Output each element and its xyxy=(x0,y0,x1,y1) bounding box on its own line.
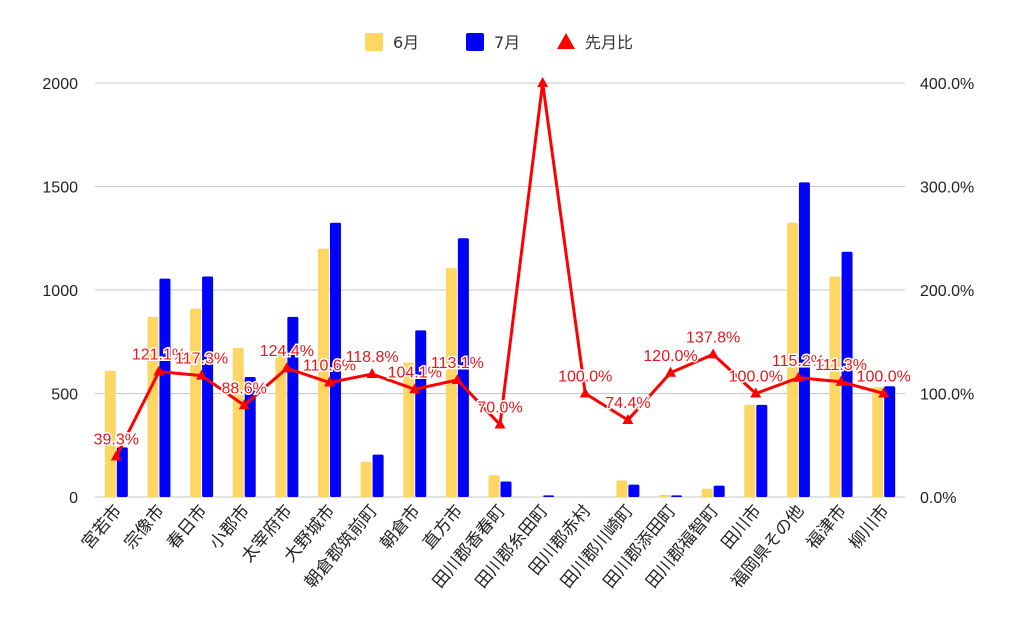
data-label: 39.3% xyxy=(94,431,139,448)
data-label: 88.6% xyxy=(222,380,267,397)
data-label: 137.8% xyxy=(686,329,740,346)
bar-june xyxy=(872,387,884,497)
bar-july xyxy=(628,484,640,497)
bar-july xyxy=(457,238,469,497)
right-tick-label: 200.0% xyxy=(920,283,974,300)
triangle-marker xyxy=(537,77,549,87)
data-label: 104.1% xyxy=(388,364,442,381)
triangle-marker xyxy=(835,375,847,386)
bar-june xyxy=(659,494,671,497)
bar-july xyxy=(543,495,555,497)
bar-july xyxy=(372,454,384,497)
bar-july xyxy=(841,251,853,497)
triangle-marker xyxy=(196,369,208,380)
triangle-marker xyxy=(451,373,463,384)
triangle-marker xyxy=(323,376,335,387)
bar-june xyxy=(829,276,841,497)
bar-june xyxy=(786,222,798,497)
bar-june xyxy=(232,347,244,497)
bar-june xyxy=(104,370,116,497)
bar-july xyxy=(500,481,512,497)
bar-june xyxy=(616,480,628,497)
legend-july-swatch xyxy=(466,33,484,51)
bar-july xyxy=(329,222,341,497)
category-label: 柳川市 xyxy=(845,501,893,553)
left-tick-label: 1500 xyxy=(42,180,78,197)
bar-june xyxy=(744,404,756,497)
data-label: 115.2% xyxy=(772,353,825,370)
triangle-marker xyxy=(281,362,293,373)
triangle-marker xyxy=(750,387,762,398)
triangle-marker xyxy=(153,365,165,376)
bar-july xyxy=(884,386,896,497)
triangle-marker xyxy=(238,399,250,410)
bar-june xyxy=(403,362,415,497)
data-label: 100.0% xyxy=(729,369,783,386)
right-tick-label: 400.0% xyxy=(920,76,974,93)
triangle-marker xyxy=(110,450,122,461)
triangle-marker xyxy=(878,387,890,398)
data-label: 120.0% xyxy=(643,348,697,365)
data-label: 111.3% xyxy=(815,357,867,374)
category-label: 福津市 xyxy=(803,501,851,553)
bar-july xyxy=(415,330,427,497)
bar-june xyxy=(701,488,713,497)
legend-june-swatch xyxy=(365,33,383,51)
triangle-marker xyxy=(579,387,591,398)
category-label: 宮若市 xyxy=(78,501,126,553)
category-label: 宗像市 xyxy=(121,501,169,553)
bar-july xyxy=(798,182,810,498)
legend-june-label: 6月 xyxy=(393,33,419,52)
bar-june xyxy=(275,352,287,497)
bar-july xyxy=(756,404,768,497)
right-tick-label: 100.0% xyxy=(920,387,974,404)
data-label: 74.4% xyxy=(605,395,650,412)
bar-june xyxy=(317,248,329,497)
bar-june xyxy=(190,308,202,497)
triangle-marker xyxy=(494,418,506,429)
gridlines xyxy=(95,82,905,498)
data-label: 121.1% xyxy=(132,347,186,364)
left-tick-label: 2000 xyxy=(42,76,78,93)
bar-july xyxy=(713,485,725,497)
triangle-marker xyxy=(366,368,378,379)
left-tick-label: 500 xyxy=(51,387,78,404)
right-tick-label: 300.0% xyxy=(920,180,974,197)
legend: 6月 7月 先月比 xyxy=(365,33,633,52)
right-tick-label: 0.0% xyxy=(920,490,956,507)
data-label: 118.8% xyxy=(346,349,399,366)
legend-ratio-label: 先月比 xyxy=(585,33,633,52)
right-y-axis: 0.0% 100.0% 200.0% 300.0% 400.0% xyxy=(920,76,974,507)
data-label: 100.0% xyxy=(558,369,612,386)
bar-july xyxy=(202,276,214,497)
left-tick-label: 1000 xyxy=(42,283,78,300)
bar-july xyxy=(671,495,683,497)
triangle-marker xyxy=(665,366,677,377)
category-label: 朝倉市 xyxy=(376,501,424,553)
legend-ratio-swatch xyxy=(557,33,575,49)
legend-july-label: 7月 xyxy=(494,33,520,52)
data-label: 100.0% xyxy=(857,369,911,386)
data-label: 110.6% xyxy=(303,358,356,375)
bar-july xyxy=(287,316,299,497)
data-label: 124.4% xyxy=(260,343,314,360)
triangle-marker xyxy=(622,413,634,424)
triangle-marker xyxy=(409,383,421,394)
bar-june xyxy=(360,461,372,497)
bar-july xyxy=(159,278,171,497)
data-label: 70.0% xyxy=(477,400,522,417)
left-tick-label: 0 xyxy=(69,490,78,507)
data-label: 113.1% xyxy=(431,355,484,372)
category-label: 春日市 xyxy=(163,501,211,553)
left-y-axis: 0 500 1000 1500 2000 xyxy=(42,76,78,507)
line-series: 39.3% 121.1%117.3% 88.6% 124.4%110.6%118.8%… xyxy=(92,77,912,461)
category-axis: 宮若市宗像市春日市小郡市太宰府市大野城市朝倉郡筑前町朝倉市直方市田川郡香春町田川… xyxy=(78,501,893,592)
triangle-marker xyxy=(707,348,719,359)
bar-series xyxy=(104,182,896,498)
data-label: 117.3% xyxy=(175,351,228,368)
bar-june xyxy=(147,316,159,497)
triangle-marker xyxy=(792,371,804,382)
bar-june xyxy=(488,475,500,497)
